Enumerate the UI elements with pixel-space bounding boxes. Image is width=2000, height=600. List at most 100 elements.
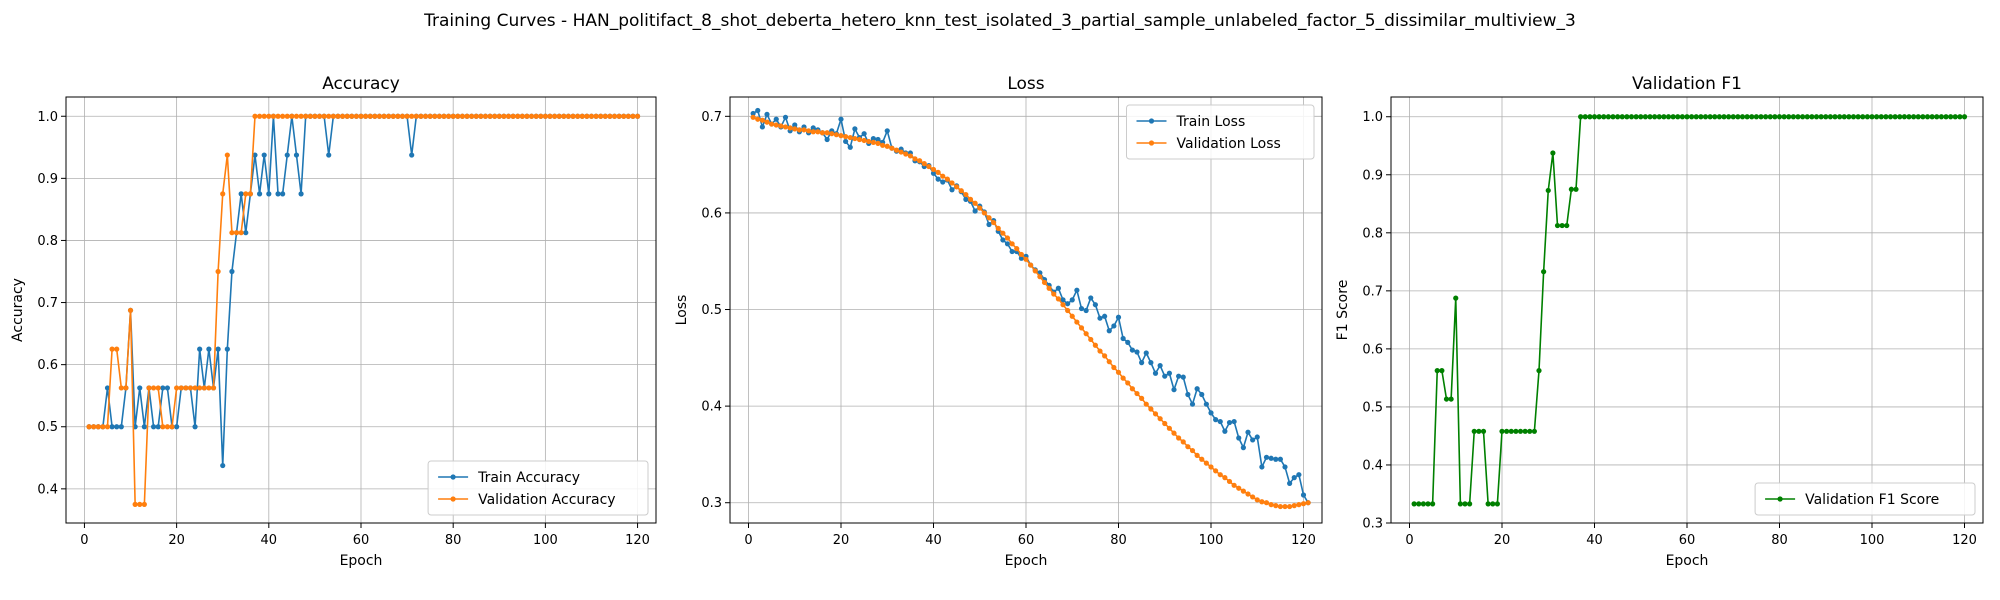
data-point [1000, 237, 1006, 243]
data-point [584, 113, 590, 119]
data-point [409, 113, 415, 119]
data-point [1102, 313, 1108, 319]
data-point [944, 176, 950, 182]
data-point [1855, 114, 1861, 120]
data-point [1185, 391, 1191, 398]
data-point [100, 424, 106, 430]
data-point [505, 113, 512, 119]
data-point [1758, 114, 1764, 120]
data-point [972, 208, 978, 214]
y-tick-label: 0.7 [37, 296, 58, 311]
data-point [1656, 114, 1662, 120]
data-point [1804, 114, 1810, 120]
data-point [459, 113, 466, 119]
data-point [1531, 428, 1537, 434]
data-point [1115, 369, 1122, 375]
data-point [958, 188, 964, 194]
data-point [312, 113, 318, 119]
y-axis-label: Loss [674, 295, 690, 326]
data-point [1074, 319, 1080, 325]
data-point [256, 191, 263, 197]
data-point [478, 113, 484, 119]
data-point [764, 111, 770, 117]
data-point [1721, 114, 1727, 120]
chart-title: Validation F1 [1632, 74, 1742, 94]
data-point [1134, 349, 1140, 355]
data-point [607, 113, 613, 119]
y-tick-label: 1.0 [37, 110, 58, 125]
data-point [1194, 386, 1200, 392]
data-point [1111, 364, 1117, 371]
data-point [280, 191, 286, 197]
data-point [335, 113, 341, 119]
data-point [815, 129, 821, 135]
x-tick-label: 80 [1771, 533, 1788, 548]
data-point [1485, 501, 1491, 507]
data-point [940, 173, 946, 179]
data-point [109, 424, 115, 430]
data-point [1189, 401, 1196, 407]
data-point [141, 501, 147, 507]
data-point [538, 113, 544, 119]
y-tick-label: 0.5 [701, 303, 722, 318]
data-point [912, 156, 918, 162]
y-axis-label: F1 Score [1335, 280, 1351, 341]
data-point [1934, 114, 1940, 120]
data-point [1411, 501, 1417, 507]
data-point [949, 187, 955, 193]
data-point [593, 113, 599, 119]
data-point [782, 124, 789, 130]
x-tick-label: 40 [261, 533, 278, 548]
data-point [422, 113, 429, 119]
data-point [991, 219, 997, 226]
data-point [1471, 428, 1477, 434]
data-point [1874, 114, 1880, 120]
data-point [1554, 222, 1561, 229]
y-tick-label: 0.9 [1362, 168, 1383, 183]
data-point [1610, 114, 1616, 120]
data-point [856, 136, 863, 143]
data-point [1564, 222, 1570, 229]
data-point [1287, 480, 1293, 486]
data-point [372, 113, 378, 119]
data-point [164, 385, 171, 391]
y-tick-label: 0.4 [701, 400, 722, 415]
data-point [1199, 456, 1205, 462]
y-tick-label: 1.0 [1362, 110, 1383, 125]
legend-swatch-marker [1777, 496, 1783, 502]
data-point [1883, 114, 1889, 120]
x-tick-label: 120 [1291, 533, 1316, 548]
data-point [155, 424, 161, 430]
data-point [1712, 114, 1718, 120]
data-point [1897, 114, 1903, 120]
data-point [445, 113, 452, 119]
data-point [1273, 456, 1279, 462]
data-point [1578, 114, 1584, 120]
data-point [326, 113, 332, 119]
data-point [455, 113, 461, 119]
data-point [298, 191, 304, 197]
data-point [963, 196, 969, 202]
data-point [1055, 296, 1061, 302]
figure-suptitle: Training Curves - HAN_politifact_8_shot_… [423, 11, 1576, 31]
data-point [303, 113, 309, 119]
data-point [935, 169, 941, 175]
data-point [1517, 428, 1524, 434]
data-point [995, 225, 1001, 231]
data-point [174, 424, 180, 430]
data-point [1453, 295, 1459, 301]
data-point [773, 122, 779, 128]
data-point [634, 113, 641, 119]
data-point [197, 385, 203, 391]
grid-lines [1391, 97, 1983, 524]
data-point [1661, 114, 1667, 120]
data-point [1545, 187, 1551, 194]
data-point [1032, 268, 1038, 274]
data-point [1018, 255, 1024, 261]
data-point [847, 134, 853, 141]
data-point [450, 113, 456, 119]
data-point [1541, 269, 1547, 275]
data-point [949, 180, 955, 186]
data-point [141, 424, 147, 430]
